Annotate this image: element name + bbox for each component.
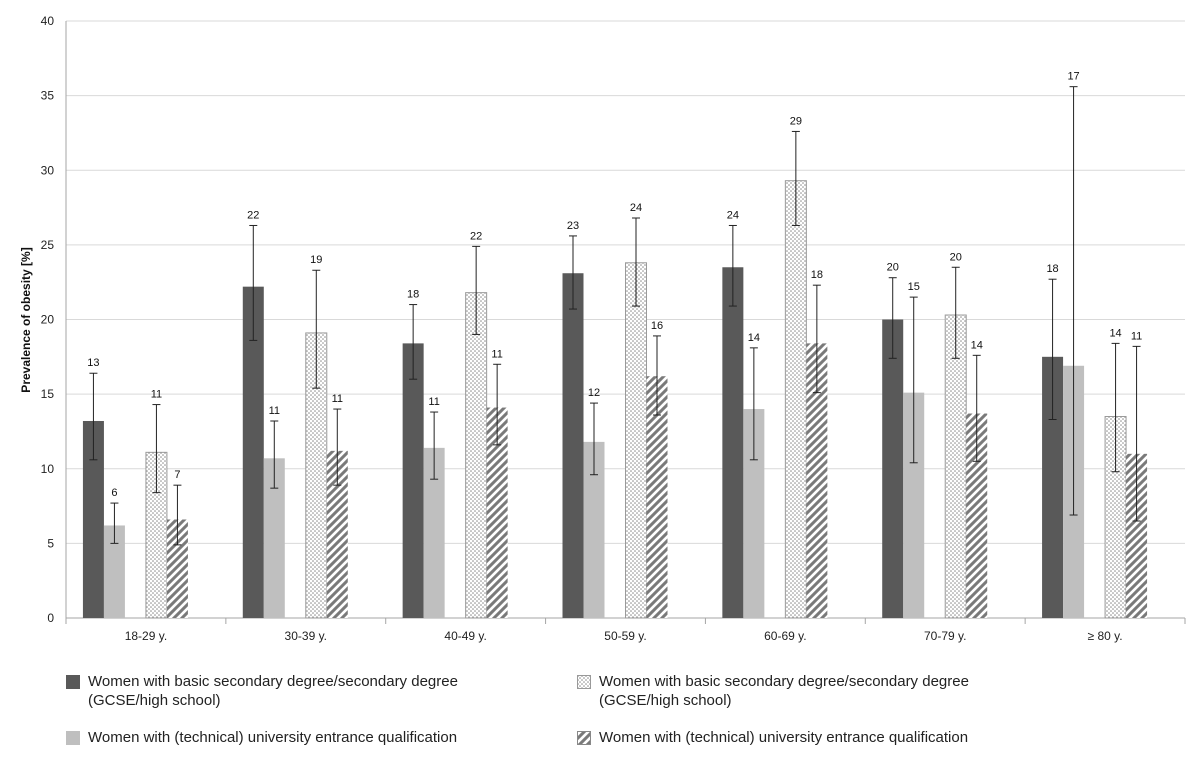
y-tick-label: 0 (47, 611, 54, 625)
bar (882, 319, 904, 618)
legend-item-2: Women with (technical) university entran… (66, 728, 526, 748)
x-tick-label: 50-59 y. (604, 629, 646, 643)
bar (242, 286, 264, 618)
legend-label-3-line1: Women with basic secondary degree/second… (599, 673, 969, 690)
bar (583, 441, 605, 618)
legend-label-3-line2: (GCSE/high school) (599, 692, 732, 709)
data-labels: 13 6 11 7 22 11 19 11 18 11 22 11 23 12 24 16 24 14 29 18 20… (87, 71, 1142, 499)
data-label: 24 (630, 202, 642, 214)
x-tick-label: 60-69 y. (764, 629, 806, 643)
bar (1126, 453, 1148, 618)
data-label: 22 (470, 230, 482, 242)
bar (82, 420, 104, 618)
bar (166, 519, 188, 618)
y-tick-label: 35 (41, 89, 55, 103)
bar (806, 343, 828, 618)
legend-label-1-line1: Women with basic secondary degree/second… (88, 673, 458, 690)
legend-swatch-hatched (577, 731, 591, 745)
bar (423, 447, 445, 618)
data-label: 15 (908, 281, 920, 293)
data-label: 11 (269, 405, 280, 417)
y-axis-title: Prevalence of obesity [%] (19, 247, 33, 392)
data-label: 11 (332, 393, 343, 405)
data-label: 18 (811, 269, 823, 281)
bar (743, 409, 765, 618)
data-label: 24 (727, 209, 739, 221)
data-label: 12 (588, 387, 600, 399)
x-tick-label: 18-29 y. (125, 629, 167, 643)
bar (103, 525, 125, 618)
y-tick-label: 10 (41, 462, 55, 476)
legend-swatch-solid-light (66, 731, 80, 745)
y-tick-label: 40 (41, 14, 55, 28)
bar (944, 314, 967, 619)
legend-item-1: Women with basic secondary degree/second… (66, 672, 526, 712)
bar (486, 407, 508, 618)
x-tick-labels: 18-29 y. 30-39 y. 40-49 y. 50-59 y. 60-69 y.… (125, 629, 1123, 643)
bars (82, 180, 1148, 619)
data-label: 11 (491, 348, 502, 360)
legend-swatch-dotted (577, 675, 591, 689)
x-tick-label: 40-49 y. (444, 629, 486, 643)
y-tick-label: 25 (41, 238, 55, 252)
data-label: 14 (971, 339, 983, 351)
bar (562, 273, 584, 618)
y-tick-label: 30 (41, 163, 55, 177)
legend-label-2: Women with (technical) university entran… (88, 729, 458, 746)
data-label: 14 (1109, 327, 1121, 339)
x-tick-label: 70-79 y. (924, 629, 966, 643)
data-label: 20 (887, 262, 899, 274)
data-label: 22 (247, 209, 259, 221)
bar (903, 392, 925, 618)
x-tick-label: 30-39 y. (285, 629, 327, 643)
data-label: 18 (1046, 263, 1058, 275)
bar (326, 450, 348, 618)
legend-item-3: Women with basic secondary degree/second… (577, 672, 1037, 712)
data-label: 11 (428, 396, 439, 408)
legend-item-4: Women with (technical) university entran… (577, 728, 1037, 748)
bar (263, 458, 285, 618)
legend-label-4: Women with (technical) university entran… (599, 729, 969, 746)
data-label: 11 (1131, 330, 1142, 342)
data-label: 18 (407, 289, 419, 301)
bar (646, 376, 668, 618)
data-label: 20 (950, 251, 962, 263)
error-bars (89, 86, 1141, 546)
data-label: 14 (748, 332, 760, 344)
y-tick-label: 5 (47, 536, 54, 550)
data-label: 6 (111, 487, 117, 499)
bar (465, 292, 488, 619)
data-label: 19 (310, 254, 322, 266)
bar (402, 343, 424, 618)
bar (784, 180, 807, 619)
data-label: 29 (790, 115, 802, 127)
legend-swatch-solid-dark (66, 675, 80, 689)
data-label: 13 (87, 357, 99, 369)
y-tick-label: 15 (41, 387, 55, 401)
data-label: 11 (151, 389, 162, 401)
bar (1042, 356, 1064, 618)
data-label: 23 (567, 220, 579, 232)
legend-label-1-line2: (GCSE/high school) (88, 692, 221, 709)
y-tick-labels: 0 5 10 15 20 25 30 35 40 (41, 14, 55, 625)
x-tick-label: ≥ 80 y. (1088, 629, 1123, 643)
bar (966, 413, 988, 618)
bar (722, 267, 744, 618)
data-label: 17 (1067, 71, 1079, 83)
data-label: 16 (651, 320, 663, 332)
bar (625, 262, 647, 619)
y-tick-label: 20 (41, 313, 55, 327)
data-label: 7 (174, 469, 180, 481)
